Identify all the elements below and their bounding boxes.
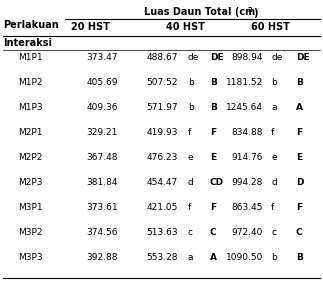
Text: 381.84: 381.84	[87, 178, 118, 187]
Text: 405.69: 405.69	[87, 78, 118, 87]
Text: M1P2: M1P2	[18, 78, 43, 87]
Text: A: A	[296, 103, 303, 112]
Text: B: B	[210, 78, 217, 87]
Text: 476.23: 476.23	[147, 153, 178, 162]
Text: F: F	[296, 203, 302, 212]
Text: b: b	[271, 78, 277, 87]
Text: B: B	[296, 253, 303, 262]
Text: f: f	[271, 203, 274, 212]
Text: 329.21: 329.21	[87, 128, 118, 137]
Text: b: b	[271, 253, 277, 262]
Text: 2: 2	[248, 7, 253, 13]
Text: ): )	[253, 8, 257, 18]
Text: 1090.50: 1090.50	[226, 253, 263, 262]
Text: DE: DE	[296, 53, 310, 62]
Text: F: F	[296, 128, 302, 137]
Text: e: e	[188, 153, 193, 162]
Text: M2P3: M2P3	[18, 178, 43, 187]
Text: E: E	[210, 153, 216, 162]
Text: f: f	[188, 203, 191, 212]
Text: 898.94: 898.94	[232, 53, 263, 62]
Text: 454.47: 454.47	[147, 178, 178, 187]
Text: 972.40: 972.40	[232, 228, 263, 237]
Text: 374.56: 374.56	[87, 228, 118, 237]
Text: B: B	[210, 103, 217, 112]
Text: 373.47: 373.47	[87, 53, 118, 62]
Text: 373.61: 373.61	[86, 203, 118, 212]
Text: 1181.52: 1181.52	[226, 78, 263, 87]
Text: 367.48: 367.48	[87, 153, 118, 162]
Text: f: f	[271, 128, 274, 137]
Text: c: c	[271, 228, 276, 237]
Text: 571.97: 571.97	[146, 103, 178, 112]
Text: C: C	[296, 228, 303, 237]
Text: e: e	[271, 153, 276, 162]
Text: 553.28: 553.28	[147, 253, 178, 262]
Text: f: f	[188, 128, 191, 137]
Text: 409.36: 409.36	[87, 103, 118, 112]
Text: b: b	[188, 103, 194, 112]
Text: a: a	[188, 253, 193, 262]
Text: F: F	[210, 203, 216, 212]
Text: 392.88: 392.88	[87, 253, 118, 262]
Text: 40 HST: 40 HST	[166, 22, 204, 32]
Text: M2P1: M2P1	[18, 128, 43, 137]
Text: D: D	[296, 178, 304, 187]
Text: 513.63: 513.63	[146, 228, 178, 237]
Text: de: de	[271, 53, 282, 62]
Text: b: b	[188, 78, 194, 87]
Text: M1P1: M1P1	[18, 53, 43, 62]
Text: CD: CD	[210, 178, 224, 187]
Text: F: F	[210, 128, 216, 137]
Text: M3P2: M3P2	[18, 228, 43, 237]
Text: 419.93: 419.93	[147, 128, 178, 137]
Text: 1245.64: 1245.64	[226, 103, 263, 112]
Text: 507.52: 507.52	[147, 78, 178, 87]
Text: 914.76: 914.76	[232, 153, 263, 162]
Text: d: d	[271, 178, 277, 187]
Text: 421.05: 421.05	[147, 203, 178, 212]
Text: 60 HST: 60 HST	[251, 22, 289, 32]
Text: E: E	[296, 153, 302, 162]
Text: Luas Daun Total (cm: Luas Daun Total (cm	[144, 7, 255, 17]
Text: c: c	[188, 228, 193, 237]
Text: DE: DE	[210, 53, 224, 62]
Text: C: C	[210, 228, 217, 237]
Text: d: d	[188, 178, 194, 187]
Text: M1P3: M1P3	[18, 103, 43, 112]
Text: a: a	[271, 103, 276, 112]
Text: M2P2: M2P2	[18, 153, 42, 162]
Text: A: A	[210, 253, 217, 262]
Text: M3P3: M3P3	[18, 253, 43, 262]
Text: Perlakuan: Perlakuan	[3, 20, 59, 30]
Text: 488.67: 488.67	[147, 53, 178, 62]
Text: 863.45: 863.45	[232, 203, 263, 212]
Text: M3P1: M3P1	[18, 203, 43, 212]
Text: Interaksi: Interaksi	[3, 38, 52, 48]
Text: B: B	[296, 78, 303, 87]
Text: de: de	[188, 53, 199, 62]
Text: 834.88: 834.88	[232, 128, 263, 137]
Text: 20 HST: 20 HST	[70, 22, 109, 32]
Text: 994.28: 994.28	[232, 178, 263, 187]
